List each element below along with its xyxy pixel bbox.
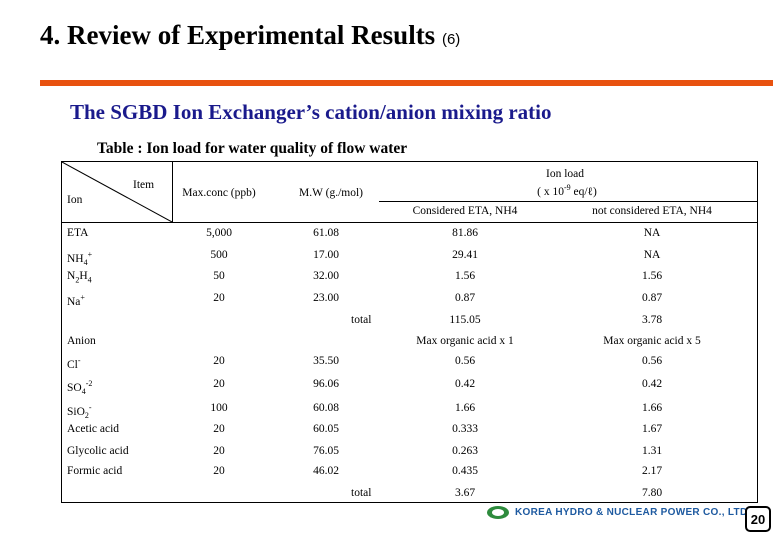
- slide-title: 4. Review of Experimental Results (6): [40, 20, 460, 51]
- not-considered-total: 7.80: [641, 487, 663, 499]
- mw-cell: 76.05: [313, 445, 339, 457]
- max-conc-cell: 20: [213, 292, 225, 304]
- max-conc-cell: 100: [210, 402, 228, 414]
- max-conc-cell: 20: [213, 423, 225, 435]
- considered-cell: 1.66: [454, 402, 476, 414]
- max-conc-cell: 20: [213, 445, 225, 457]
- header-ion: Ion: [67, 194, 83, 206]
- ion-name: ETA: [67, 227, 89, 239]
- not-considered-cell: 1.56: [641, 270, 663, 282]
- not-considered-cell: 0.42: [641, 378, 663, 390]
- considered-cell: 1.56: [454, 270, 476, 282]
- ion-name: Formic acid: [67, 465, 123, 477]
- title-divider: [40, 80, 773, 86]
- considered-cell: 0.56: [454, 355, 476, 367]
- table-caption: Table : Ion load for water quality of fl…: [97, 140, 408, 157]
- logo-mark-icon: [487, 506, 509, 519]
- max-conc-cell: 500: [210, 249, 228, 261]
- mw-cell: 96.06: [313, 378, 339, 390]
- not-considered-cell: 1.67: [641, 423, 663, 435]
- mw-cell: 35.50: [313, 355, 339, 367]
- ion-name: Cl-: [67, 356, 81, 371]
- header-ion-load: Ion load: [545, 168, 585, 180]
- ion-load-table: Item Ion Max.conc (ppb) M.W (g./mol) Ion…: [61, 161, 758, 503]
- not-considered-cell: NA: [643, 227, 661, 239]
- not-considered-total: 3.78: [641, 314, 663, 326]
- slide-title-text: 4. Review of Experimental Results: [40, 20, 436, 50]
- considered-cell: 0.435: [452, 465, 478, 477]
- max-conc-cell: 20: [213, 355, 225, 367]
- header-item: Item: [133, 179, 155, 191]
- mw-cell: 32.00: [313, 270, 339, 282]
- mw-cell: 46.02: [313, 465, 339, 477]
- max-conc-cell: 20: [213, 378, 225, 390]
- header-max-conc: Max.conc (ppb): [182, 187, 256, 199]
- page-number: 20: [745, 506, 771, 532]
- slide-subtitle: The SGBD Ion Exchanger’s cation/anion mi…: [70, 100, 552, 124]
- company-logo: KOREA HYDRO & NUCLEAR POWER CO., LTD: [487, 506, 747, 519]
- not-considered-cell: 0.87: [641, 292, 663, 304]
- max-conc-cell: 20: [213, 465, 225, 477]
- header-mw: M.W (g./mol): [299, 187, 363, 199]
- mw-cell: 23.00: [313, 292, 339, 304]
- header-bottom-rule: [62, 222, 757, 223]
- subheader-divider: [379, 201, 757, 202]
- anion-label: Anion: [67, 335, 96, 347]
- slide-title-suffix: (6): [441, 31, 461, 48]
- header-divider: [172, 162, 173, 222]
- header-ion-load-unit: ( x 10-9 eq/ℓ): [537, 183, 597, 198]
- considered-total: 115.05: [449, 314, 481, 326]
- not-considered-cell: NA: [643, 249, 661, 261]
- logo-text: KOREA HYDRO & NUCLEAR POWER CO., LTD: [515, 507, 748, 518]
- ion-name: Na+: [67, 293, 85, 308]
- ion-name: SO4-2: [67, 379, 93, 397]
- ion-name: Acetic acid: [67, 423, 120, 435]
- considered-cell: 0.42: [454, 378, 476, 390]
- max-conc-cell: 50: [213, 270, 225, 282]
- ion-name: N2H4: [67, 270, 92, 285]
- considered-cell: 81.86: [452, 227, 478, 239]
- mw-cell: 60.08: [313, 402, 339, 414]
- not-considered-cell: 0.56: [641, 355, 663, 367]
- not-considered-cell: 1.66: [641, 402, 663, 414]
- header-considered: Considered ETA, NH4: [412, 205, 518, 217]
- considered-cell: 0.87: [454, 292, 476, 304]
- ion-name: NH4+: [67, 250, 93, 268]
- ion-name: Glycolic acid: [67, 445, 129, 457]
- ion-name: SiO2-: [67, 403, 92, 421]
- considered-cell: 0.333: [452, 423, 478, 435]
- header-not-considered: not considered ETA, NH4: [592, 205, 712, 217]
- considered-total: 3.67: [454, 487, 476, 499]
- anion-considered-note: Max organic acid x 1: [416, 335, 514, 347]
- mw-cell: 60.05: [313, 423, 339, 435]
- anion-not-considered-note: Max organic acid x 5: [603, 335, 701, 347]
- not-considered-cell: 1.31: [641, 445, 663, 457]
- max-conc-cell: 5,000: [206, 227, 232, 239]
- not-considered-cell: 2.17: [641, 465, 663, 477]
- mw-cell: 17.00: [313, 249, 339, 261]
- header-diagonal: [62, 162, 172, 222]
- total-label: total: [351, 487, 372, 499]
- considered-cell: 0.263: [452, 445, 478, 457]
- considered-cell: 29.41: [452, 249, 478, 261]
- total-label: total: [351, 314, 372, 326]
- mw-cell: 61.08: [313, 227, 339, 239]
